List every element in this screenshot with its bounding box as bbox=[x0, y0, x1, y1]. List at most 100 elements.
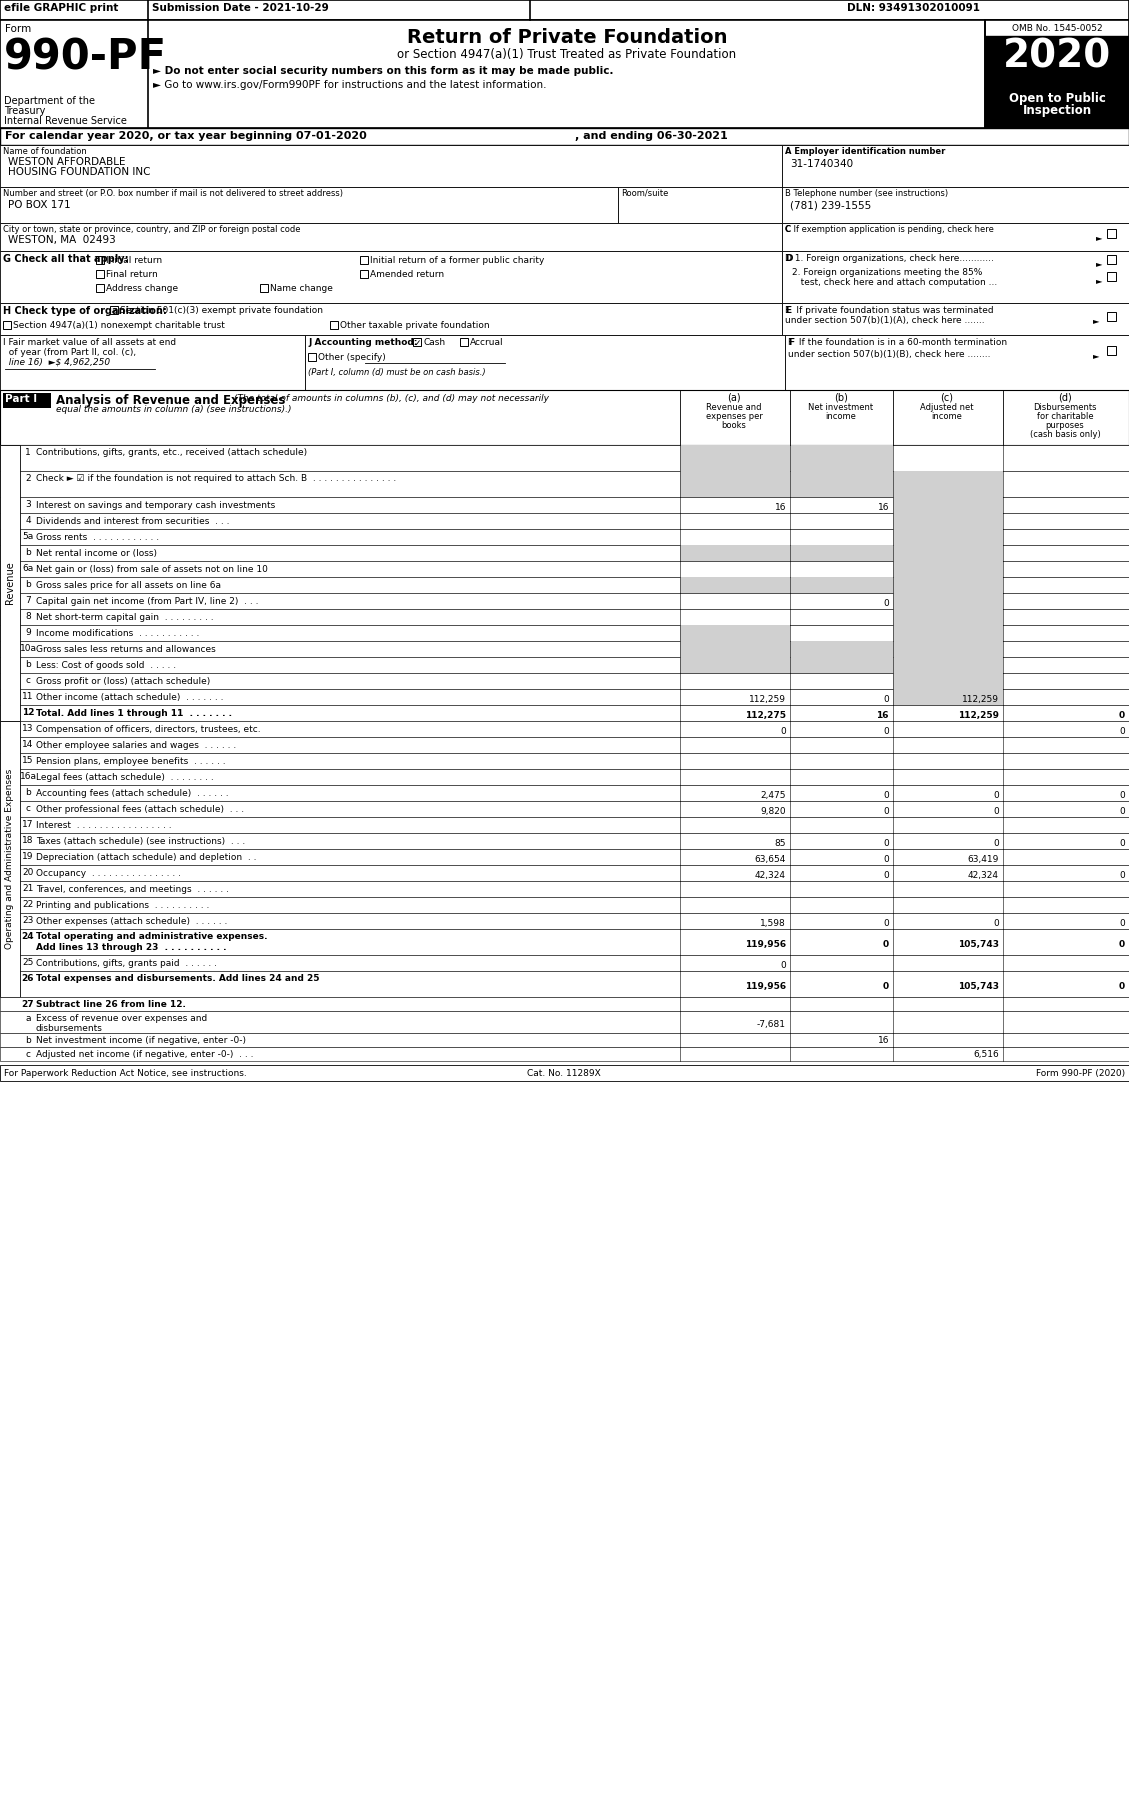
Bar bbox=[360, 270, 368, 279]
Bar bbox=[984, 20, 1129, 128]
Bar bbox=[96, 255, 104, 264]
Text: (781) 239-1555: (781) 239-1555 bbox=[790, 200, 872, 210]
Text: E: E bbox=[785, 306, 791, 315]
Bar bbox=[782, 304, 1129, 334]
Text: under section 507(b)(1)(B), check here ........: under section 507(b)(1)(B), check here .… bbox=[788, 351, 990, 360]
Text: J Accounting method:: J Accounting method: bbox=[308, 338, 418, 347]
Text: 21: 21 bbox=[23, 885, 34, 894]
Bar bbox=[0, 626, 1129, 642]
Text: Part I: Part I bbox=[5, 394, 37, 405]
Text: 105,743: 105,743 bbox=[959, 940, 999, 949]
Text: Gross sales price for all assets on line 6a: Gross sales price for all assets on line… bbox=[36, 581, 221, 590]
Text: 0: 0 bbox=[994, 791, 999, 800]
Bar bbox=[790, 577, 893, 593]
Bar bbox=[0, 897, 1129, 913]
Text: Income modifications  . . . . . . . . . . .: Income modifications . . . . . . . . . .… bbox=[36, 629, 200, 638]
Text: B Telephone number (see instructions): B Telephone number (see instructions) bbox=[785, 189, 948, 198]
Text: 15: 15 bbox=[23, 755, 34, 764]
Text: 0: 0 bbox=[883, 982, 889, 991]
Text: Net investment income (if negative, enter -0-): Net investment income (if negative, ente… bbox=[36, 1036, 246, 1045]
Bar bbox=[893, 672, 1003, 689]
Bar bbox=[0, 561, 1129, 577]
Text: (The total of amounts in columns (b), (c), and (d) may not necessarily: (The total of amounts in columns (b), (c… bbox=[231, 394, 549, 403]
Text: Other (specify): Other (specify) bbox=[318, 352, 386, 361]
Bar bbox=[0, 865, 1129, 881]
Text: ► Do not enter social security numbers on this form as it may be made public.: ► Do not enter social security numbers o… bbox=[154, 67, 613, 76]
Bar bbox=[0, 187, 618, 223]
Text: 9,820: 9,820 bbox=[760, 807, 786, 816]
Text: 6a: 6a bbox=[23, 565, 34, 574]
Bar bbox=[893, 496, 1003, 512]
Bar bbox=[0, 816, 1129, 832]
Text: b: b bbox=[25, 548, 30, 557]
Text: of year (from Part II, col. (c),: of year (from Part II, col. (c), bbox=[3, 349, 137, 358]
Bar bbox=[0, 444, 1129, 471]
Text: PO BOX 171: PO BOX 171 bbox=[8, 200, 71, 210]
Text: Number and street (or P.O. box number if mail is not delivered to street address: Number and street (or P.O. box number if… bbox=[3, 189, 343, 198]
Text: Room/suite: Room/suite bbox=[621, 189, 668, 198]
Text: Adjusted net income (if negative, enter -0-)  . . .: Adjusted net income (if negative, enter … bbox=[36, 1050, 254, 1059]
Bar bbox=[0, 737, 1129, 753]
Bar bbox=[790, 444, 893, 471]
Text: Total expenses and disbursements. Add lines 24 and 25: Total expenses and disbursements. Add li… bbox=[36, 975, 320, 984]
Text: 0: 0 bbox=[1119, 710, 1124, 719]
Bar bbox=[782, 252, 1129, 304]
Text: Gross profit or (loss) (attach schedule): Gross profit or (loss) (attach schedule) bbox=[36, 678, 210, 687]
Text: under section 507(b)(1)(A), check here .......: under section 507(b)(1)(A), check here .… bbox=[785, 316, 984, 325]
Bar bbox=[893, 610, 1003, 626]
Text: 112,275: 112,275 bbox=[745, 710, 786, 719]
Text: Contributions, gifts, grants paid  . . . . . .: Contributions, gifts, grants paid . . . … bbox=[36, 958, 217, 967]
Text: G Check all that apply:: G Check all that apply: bbox=[3, 254, 129, 264]
Text: Interest on savings and temporary cash investments: Interest on savings and temporary cash i… bbox=[36, 502, 275, 511]
Bar bbox=[0, 849, 1129, 865]
Text: 20: 20 bbox=[23, 868, 34, 877]
Text: 0: 0 bbox=[883, 807, 889, 816]
Text: Check ► ☑ if the foundation is not required to attach Sch. B  . . . . . . . . . : Check ► ☑ if the foundation is not requi… bbox=[36, 475, 396, 484]
Bar bbox=[96, 270, 104, 279]
Bar bbox=[893, 656, 1003, 672]
Bar bbox=[0, 1034, 1129, 1046]
Text: 0: 0 bbox=[883, 870, 889, 879]
Bar bbox=[0, 832, 1129, 849]
Text: Address change: Address change bbox=[106, 284, 178, 293]
Text: Section 501(c)(3) exempt private foundation: Section 501(c)(3) exempt private foundat… bbox=[120, 306, 323, 315]
Text: 2. Foreign organizations meeting the 85%: 2. Foreign organizations meeting the 85% bbox=[793, 268, 982, 277]
Text: line 16)  ►$ 4,962,250: line 16) ►$ 4,962,250 bbox=[3, 358, 111, 367]
Text: ✓: ✓ bbox=[413, 340, 421, 349]
Bar bbox=[893, 561, 1003, 577]
Bar bbox=[0, 390, 1129, 444]
Text: c: c bbox=[26, 676, 30, 685]
Text: WESTON AFFORDABLE: WESTON AFFORDABLE bbox=[8, 156, 125, 167]
Text: b: b bbox=[25, 581, 30, 590]
Text: Inspection: Inspection bbox=[1023, 104, 1092, 117]
Text: E  If private foundation status was terminated: E If private foundation status was termi… bbox=[785, 306, 994, 315]
Text: Printing and publications  . . . . . . . . . .: Printing and publications . . . . . . . … bbox=[36, 901, 209, 910]
Text: C: C bbox=[785, 225, 791, 234]
Bar bbox=[0, 913, 1129, 930]
Text: 119,956: 119,956 bbox=[745, 982, 786, 991]
Bar bbox=[0, 252, 782, 304]
Text: , and ending 06-30-2021: , and ending 06-30-2021 bbox=[575, 131, 728, 140]
Text: Submission Date - 2021-10-29: Submission Date - 2021-10-29 bbox=[152, 4, 329, 13]
Bar bbox=[0, 786, 1129, 800]
Text: 112,259: 112,259 bbox=[749, 696, 786, 705]
Text: Department of the: Department of the bbox=[5, 95, 95, 106]
Text: Return of Private Foundation: Return of Private Foundation bbox=[406, 29, 727, 47]
Text: Other professional fees (attach schedule)  . . .: Other professional fees (attach schedule… bbox=[36, 806, 244, 814]
Text: Net short-term capital gain  . . . . . . . . .: Net short-term capital gain . . . . . . … bbox=[36, 613, 213, 622]
Text: DLN: 93491302010091: DLN: 93491302010091 bbox=[847, 4, 980, 13]
Text: 22: 22 bbox=[23, 901, 34, 910]
Text: Accrual: Accrual bbox=[470, 338, 504, 347]
Text: Taxes (attach schedule) (see instructions)  . . .: Taxes (attach schedule) (see instruction… bbox=[36, 838, 245, 847]
Text: Other expenses (attach schedule)  . . . . . .: Other expenses (attach schedule) . . . .… bbox=[36, 917, 227, 926]
Text: 63,419: 63,419 bbox=[968, 856, 999, 865]
Text: Net gain or (loss) from sale of assets not on line 10: Net gain or (loss) from sale of assets n… bbox=[36, 565, 268, 574]
Text: 7: 7 bbox=[25, 595, 30, 604]
Text: 23: 23 bbox=[23, 915, 34, 924]
Bar bbox=[0, 593, 1129, 610]
Text: Internal Revenue Service: Internal Revenue Service bbox=[5, 117, 126, 126]
Text: 0: 0 bbox=[1119, 940, 1124, 949]
Bar bbox=[0, 705, 1129, 721]
Bar bbox=[0, 444, 20, 721]
Text: 0: 0 bbox=[883, 840, 889, 849]
